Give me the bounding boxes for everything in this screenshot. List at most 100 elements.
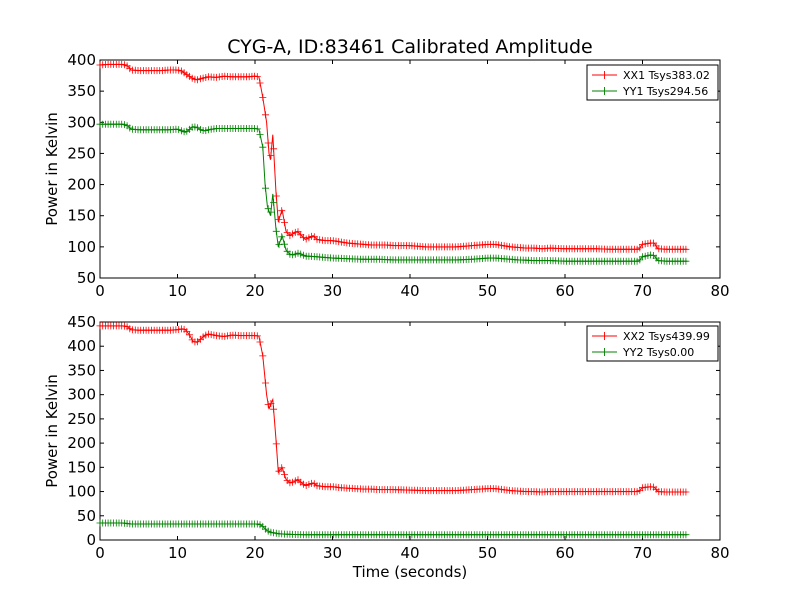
series-yy1 [96,120,690,265]
data-point-marker [253,125,261,133]
data-point-marker [194,76,202,84]
data-point-marker [126,124,134,132]
data-point-marker [262,184,269,192]
plot-bottom-legend: XX2 Tsys439.99 YY2 Tsys0.00 [586,325,719,362]
y-tick-label: 450 [67,313,96,331]
series-xx1 [96,60,690,253]
x-tick-label: 30 [323,282,342,300]
y-tick-label: 150 [67,207,96,225]
data-point-marker [186,331,193,339]
data-point-marker [264,139,272,147]
legend-label: XX2 Tsys439.99 [623,330,710,343]
data-point-marker [256,79,264,87]
plot-bottom: 0 10 20 30 40 50 60 70 80 0 50 100 150 200 250 300 350 4… [43,313,730,581]
legend-marker [600,71,609,79]
data-point-marker [495,241,503,249]
x-tick-label: 80 [710,544,729,562]
data-point-marker [682,257,690,265]
plot-top-y-ticks: 50 100 150 200 250 300 350 400 [67,51,720,287]
x-tick-label: 40 [400,544,419,562]
data-point-marker [253,332,261,340]
x-tick-label: 20 [245,544,264,562]
x-tick-label: 0 [95,544,105,562]
data-point-marker [270,199,278,206]
legend-marker [600,332,609,340]
x-tick-label: 60 [555,544,574,562]
y-tick-label: 0 [86,531,96,549]
x-tick-label: 0 [95,282,105,300]
y-tick-label: 400 [67,337,96,355]
plot-top-x-ticks: 0 10 20 30 40 50 60 70 80 [95,60,730,300]
plot-bottom-y-axis-label: Power in Kelvin [43,374,61,488]
data-point-marker [682,245,690,253]
x-tick-label: 70 [633,282,652,300]
y-tick-label: 50 [77,269,96,287]
x-tick-label: 10 [168,282,187,300]
data-point-marker [259,143,267,151]
data-point-marker [278,464,286,472]
data-point-marker [682,531,690,539]
legend-marker [600,348,609,356]
data-point-marker [267,152,275,159]
data-point-marker [270,405,278,413]
y-tick-label: 350 [67,82,96,100]
y-tick-label: 200 [67,176,96,194]
plot-bottom-y-ticks: 0 50 100 150 200 250 300 350 400 450 [67,313,720,549]
y-tick-label: 100 [67,238,96,256]
chart-title: CYG-A, ID:83461 Calibrated Amplitude [227,36,592,58]
x-tick-label: 50 [478,544,497,562]
x-tick-label: 20 [245,282,264,300]
x-tick-label: 80 [710,282,729,300]
data-point-marker [275,216,283,223]
data-point-marker [256,338,264,346]
y-tick-label: 250 [67,144,96,162]
series-yy2 [96,519,690,539]
legend-box [586,64,719,101]
plot-top-legend: XX1 Tsys383.02 YY1 Tsys294.56 [586,64,719,101]
data-point-marker [647,251,655,259]
data-point-marker [259,352,267,360]
x-axis-label: Time (seconds) [352,563,468,581]
data-point-marker [267,400,275,407]
y-tick-label: 400 [67,51,96,69]
y-tick-label: 150 [67,458,96,476]
plot-top: 0 10 20 30 40 50 60 70 80 50 100 150 200 250 300 350 40… [43,51,730,300]
data-point-marker [682,488,690,496]
data-point-marker [253,73,261,81]
legend-label: YY2 Tsys0.00 [622,346,694,359]
data-point-marker [126,325,134,333]
x-tick-label: 50 [478,282,497,300]
x-tick-label: 30 [323,544,342,562]
data-point-marker [281,219,288,227]
data-point-marker [272,192,280,200]
legend-label: YY1 Tsys294.56 [622,85,708,98]
plot-bottom-x-ticks: 0 10 20 30 40 50 60 70 80 [95,322,730,562]
data-point-marker [126,65,134,73]
data-point-marker [275,241,283,249]
y-tick-label: 300 [67,386,96,404]
plot-top-series [96,60,690,265]
series-xx2 [96,322,690,496]
data-point-marker [272,227,280,235]
plot-bottom-series [96,322,690,539]
y-tick-label: 100 [67,483,96,501]
legend-box [586,325,719,362]
plot-top-y-axis-label: Power in Kelvin [43,112,61,226]
data-point-marker [262,379,269,387]
y-tick-label: 350 [67,361,96,379]
legend-marker [600,87,609,95]
data-point-marker [262,111,269,119]
data-point-marker [259,93,267,101]
data-point-marker [256,131,264,139]
data-point-marker [278,207,286,215]
data-point-marker [267,208,275,216]
x-tick-label: 10 [168,544,187,562]
series-line [100,123,688,262]
data-point-marker [278,233,286,241]
x-tick-label: 70 [633,544,652,562]
x-tick-label: 60 [555,282,574,300]
data-point-marker [270,145,278,153]
y-tick-label: 250 [67,410,96,428]
y-tick-label: 300 [67,113,96,131]
